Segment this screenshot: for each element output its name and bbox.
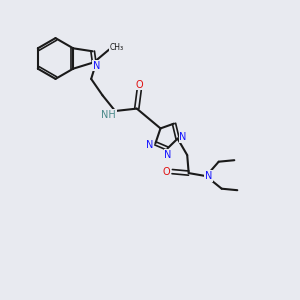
Text: O: O xyxy=(135,80,143,90)
Text: N: N xyxy=(93,61,100,71)
Text: N: N xyxy=(179,132,187,142)
Text: N: N xyxy=(164,149,172,160)
Text: CH₃: CH₃ xyxy=(110,44,124,52)
Text: NH: NH xyxy=(101,110,116,120)
Text: N: N xyxy=(146,140,153,150)
Text: N: N xyxy=(205,171,212,181)
Text: O: O xyxy=(163,167,171,177)
